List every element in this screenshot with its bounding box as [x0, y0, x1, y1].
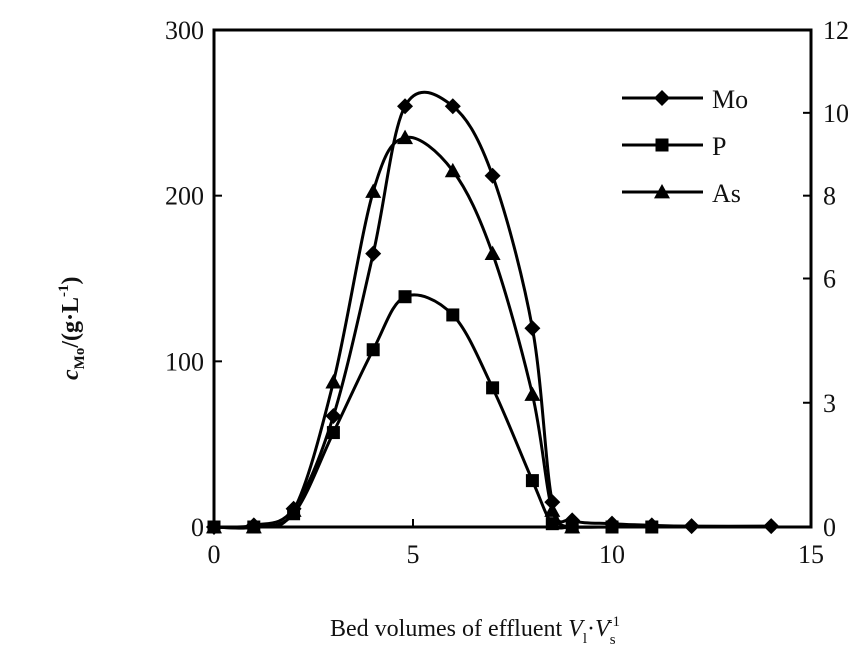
data-point-p — [486, 381, 500, 395]
series-p — [207, 290, 659, 534]
y-right-tick-label: 10 — [823, 99, 849, 128]
legend-marker-triangle — [654, 184, 670, 199]
legend: Mo P As — [622, 85, 748, 208]
legend-label: As — [712, 179, 741, 208]
x-tick-label: 0 — [208, 540, 221, 569]
y-right-tick-label: 0 — [823, 513, 836, 542]
data-point-p — [645, 520, 659, 534]
series-line-as — [213, 135, 574, 530]
y-right-tick-label: 3 — [823, 389, 836, 418]
data-point-as — [397, 129, 414, 145]
data-point-mo — [325, 408, 342, 425]
data-point-as — [544, 502, 561, 517]
series-line-mo — [213, 90, 772, 529]
series-mo — [206, 90, 780, 535]
data-point-as — [444, 162, 461, 178]
data-point-p — [525, 474, 539, 488]
data-point-as — [365, 183, 382, 198]
x-tick-label: 5 — [407, 540, 420, 569]
legend-label: Mo — [712, 85, 748, 114]
x-axis-title: Bed volumes of effluent Vl·Vs-1 — [330, 614, 620, 648]
y-left-tick-label: 100 — [165, 347, 204, 376]
y-axis-title: cMo/(g·L-1) — [56, 277, 88, 381]
data-point-p — [398, 290, 412, 304]
data-point-as — [325, 374, 342, 389]
data-point-as — [245, 519, 262, 534]
data-point-mo — [365, 245, 382, 262]
data-point-as — [484, 245, 501, 261]
legend-marker-square — [655, 138, 669, 152]
x-tick-label: 15 — [798, 540, 824, 569]
y-left-tick-label: 200 — [165, 182, 204, 211]
series-line-p — [213, 293, 652, 530]
data-point-p — [605, 520, 619, 534]
data-point-mo — [444, 98, 461, 115]
series-as — [206, 129, 581, 534]
data-point-mo — [484, 167, 501, 184]
legend-label: P — [712, 132, 726, 161]
legend-marker-diamond — [654, 90, 670, 106]
y-right-tick-label: 6 — [823, 265, 836, 294]
y-right-tick-label: 8 — [823, 182, 836, 211]
data-point-mo — [763, 518, 780, 535]
data-point-as — [285, 502, 302, 517]
y-left-tick-label: 0 — [191, 513, 204, 542]
data-point-mo — [683, 518, 700, 535]
legend-item-as: As — [622, 179, 741, 208]
data-point-mo — [524, 320, 541, 337]
data-point-p — [326, 426, 340, 440]
data-point-p — [366, 343, 380, 357]
series-layer — [206, 90, 780, 535]
data-point-p — [446, 308, 460, 322]
data-point-as — [206, 519, 222, 534]
y-right-tick-label: 12 — [823, 16, 849, 45]
legend-item-mo: Mo — [622, 85, 748, 114]
legend-item-p: P — [622, 132, 726, 161]
data-point-mo — [397, 98, 414, 115]
y-left-tick-label: 300 — [165, 16, 204, 45]
x-tick-label: 10 — [599, 540, 625, 569]
data-point-as — [524, 386, 541, 401]
data-point-as — [564, 519, 581, 534]
